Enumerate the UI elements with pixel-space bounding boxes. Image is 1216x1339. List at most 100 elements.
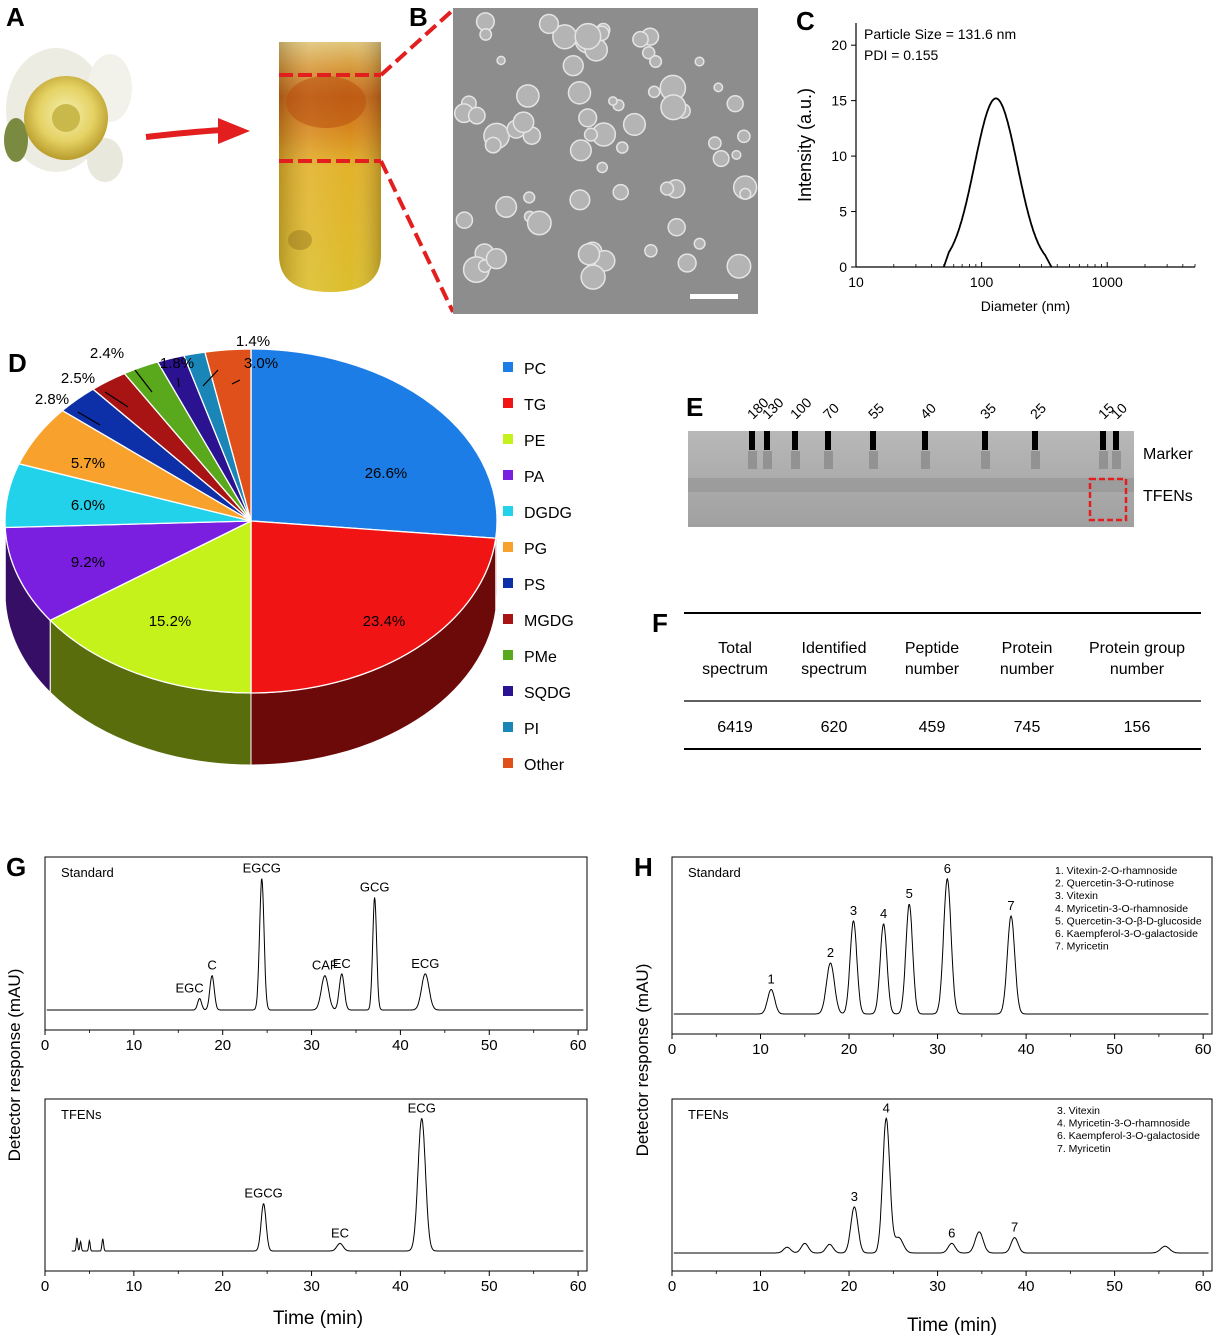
chromatogram-title: TFENs (61, 1107, 102, 1122)
legend-label-mgdg: MGDG (524, 613, 574, 630)
lipid-pie-chart: 26.6% 23.4% 15.2% 9.2% 6.0% 5.7% 2.8% 2.5% 2.4% 1… (4, 333, 498, 766)
vesicle (622, 112, 647, 137)
red-arrow (145, 118, 250, 144)
marker-band (1099, 451, 1108, 469)
vesicle (596, 161, 609, 174)
peak-label: 1 (768, 972, 775, 987)
table-header-line1: Total (718, 640, 752, 657)
legend-swatch-dgdg (503, 506, 513, 516)
vesicle (726, 95, 744, 113)
pie-slice-pe (49, 519, 252, 694)
legend-label-pi: PI (524, 721, 539, 738)
table-cell: 459 (919, 719, 946, 736)
chromatogram-x-tick-label: 60 (1195, 1278, 1212, 1295)
pie-slice-other (204, 348, 252, 522)
panel-letter-h: H (634, 852, 653, 882)
scale-bar (690, 294, 738, 299)
peak-label: 7 (1007, 898, 1014, 913)
legend-label-pg: PG (524, 541, 547, 558)
legend-label-pe: PE (524, 433, 545, 450)
legend-swatch-other (503, 758, 513, 768)
c-y-tick-label: 0 (839, 259, 847, 275)
vesicle (484, 136, 502, 154)
pie-value-label: 15.2% (149, 613, 192, 630)
chromatogram-x-tick-label: 60 (1195, 1041, 1212, 1058)
dls-size-curve (942, 97, 1053, 268)
chromatogram-x-tick-label: 30 (303, 1037, 320, 1054)
legend-swatch-pi (503, 722, 513, 732)
vesicle (455, 211, 474, 230)
pie-slice-tg (250, 520, 497, 694)
vesicle (737, 129, 751, 144)
legend-label-pa: PA (524, 469, 544, 486)
centrifuge-tube-photo (279, 42, 381, 292)
legend-label-sqdg: SQDG (524, 685, 571, 702)
vesicle (467, 106, 486, 125)
vesicle (526, 210, 552, 236)
peak-label: EGCG (244, 1186, 282, 1201)
compound-legend-entry: 7. Myricetin (1055, 941, 1109, 953)
pie-leader-line (231, 379, 241, 385)
marker-band (1031, 451, 1040, 469)
c-y-tick-label: 15 (831, 93, 847, 109)
legend-swatch-sqdg (503, 686, 513, 696)
table-header-line2: number (1000, 661, 1055, 678)
compound-legend-entry: 3. Vitexin (1057, 1105, 1100, 1117)
zoom-line-top (379, 8, 455, 77)
marker-tick (825, 431, 831, 450)
c-y-tick-label: 20 (831, 37, 847, 53)
vesicle (667, 217, 686, 237)
peak-label: CAF (312, 958, 338, 973)
h-ylabel: Detector response (mAU) (633, 964, 652, 1157)
chromatogram-x-axis-label: Time (min) (907, 1315, 997, 1336)
panel-letter-g: G (6, 852, 26, 882)
marker-band (763, 451, 772, 469)
peak-label: 3 (850, 903, 857, 918)
vesicle (712, 150, 730, 168)
table-header-line1: Protein (1002, 640, 1053, 657)
chromatogram-x-tick-label: 20 (841, 1278, 858, 1295)
vesicle-particles (453, 12, 758, 290)
compound-legend-entry: 5. Quercetin-3-O-β-D-glucoside (1055, 915, 1202, 927)
marker-kda-label: 100 (787, 394, 815, 422)
pie-value-label: 1.8% (160, 355, 194, 372)
chromatogram-x-tick-label: 30 (929, 1041, 946, 1058)
vesicle (485, 248, 508, 270)
marker-tick (1032, 431, 1038, 450)
chromatogram-x-axis-label: Time (min) (273, 1308, 363, 1329)
marker-band (1112, 451, 1121, 469)
chromatogram-x-tick-label: 0 (41, 1278, 49, 1295)
chromatogram-x-tick-label: 50 (1106, 1041, 1123, 1058)
panel-f: F Total spectrum Identified spectrum Peptide… (652, 608, 1201, 750)
pie-slice-pa (4, 520, 252, 622)
chromatogram-x-tick-label: 10 (752, 1041, 769, 1058)
legend-label-pc: PC (524, 361, 546, 378)
chromatogram-title: TFENs (688, 1107, 729, 1122)
table-header-line2: number (905, 661, 960, 678)
chromatogram-title: Standard (688, 865, 741, 880)
vesicle (569, 189, 591, 211)
chromatogram-x-tick-label: 30 (303, 1278, 320, 1295)
compound-legend-entry: 4. Myricetin-3-O-rhamnoside (1055, 903, 1188, 915)
marker-kda-label: 70 (820, 400, 842, 422)
marker-kda-label: 25 (1027, 400, 1049, 422)
legend-swatch-pg (503, 542, 513, 552)
panel-a: A (4, 2, 455, 313)
peak-label: ECG (408, 1100, 436, 1115)
compound-legend-entry: 1. Vitexin-2-O-rhamnoside (1055, 865, 1178, 877)
vesicle (495, 195, 518, 218)
peak-label: EC (331, 1225, 349, 1240)
pie-slice-pc (250, 348, 498, 539)
chromatogram-x-tick-label: 60 (570, 1037, 587, 1054)
legend-swatch-pme (503, 650, 513, 660)
marker-tick (982, 431, 988, 450)
panel-letter-b: B (409, 2, 428, 32)
chromatogram-x-tick-label: 20 (841, 1041, 858, 1058)
vesicle (523, 191, 536, 204)
zoom-line-bottom (379, 160, 455, 313)
h-standard-chromatogram: 0 10 20 30 40 50 60 Standard 1 2 3 4 5 6 7 1. Vitexin-2… (668, 856, 1213, 1058)
panel-letter-f: F (652, 608, 668, 638)
marker-band (748, 451, 757, 469)
peak-label: 2 (827, 945, 834, 960)
